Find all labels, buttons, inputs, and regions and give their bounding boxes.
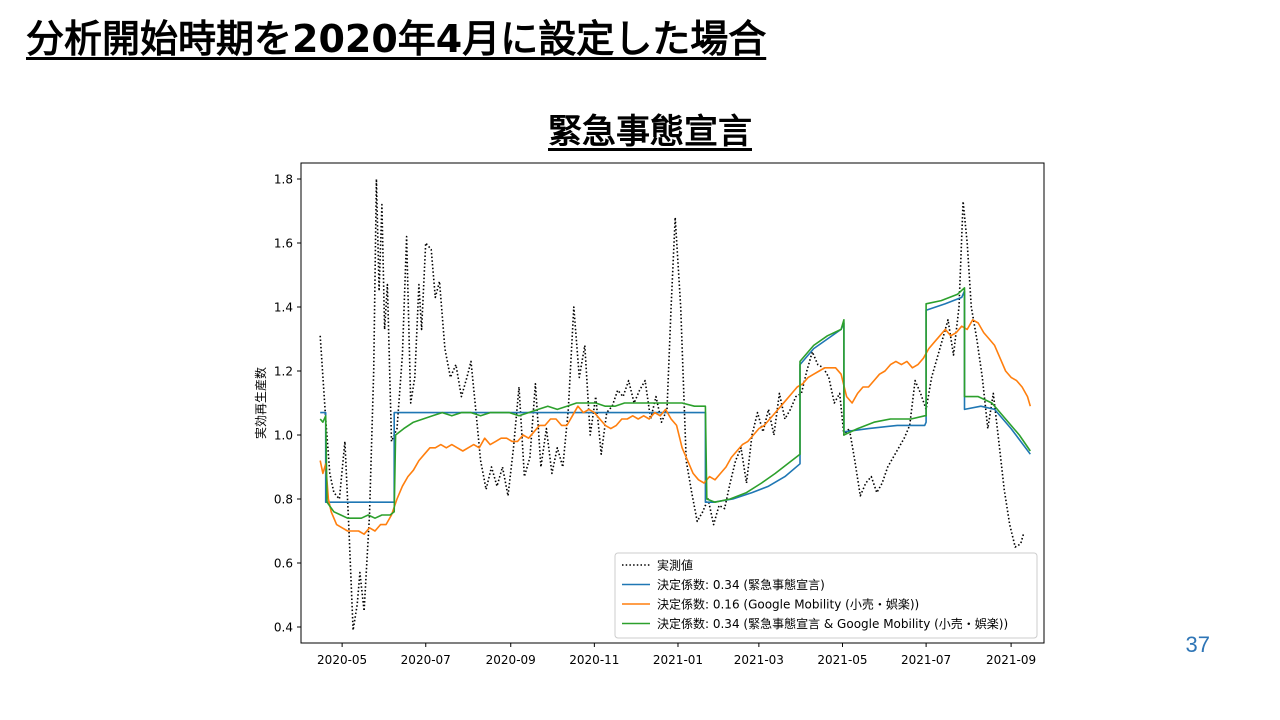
ticks-layer: 2020-05 2020-07 2020-09 2020-11 2021-01 2021-… — [274, 173, 1036, 668]
series-line-1 — [320, 290, 1031, 503]
legend-label: 実測値 — [657, 558, 693, 573]
x-tick-label: 2020-11 — [569, 653, 619, 667]
y-tick-label: 1.6 — [274, 237, 293, 251]
y-tick-label: 1.2 — [274, 365, 293, 379]
x-tick-label: 2020-07 — [401, 653, 451, 667]
x-tick-label: 2021-05 — [817, 653, 867, 667]
legend-label: 決定係数: 0.16 (Google Mobility (小売・娯楽)) — [657, 597, 919, 612]
series-line-0 — [319, 178, 1025, 631]
y-tick-label: 1.0 — [274, 429, 293, 443]
y-tick-label: 0.6 — [274, 557, 293, 571]
y-tick-label: 0.4 — [274, 621, 293, 635]
slide-title: 分析開始時期を2020年4月に設定した場合 — [26, 17, 767, 61]
y-tick-label: 0.8 — [274, 493, 293, 507]
chart-title: 緊急事態宣言 — [548, 112, 752, 152]
y-axis-label: 実効再生産数 — [253, 367, 268, 439]
series-line-2 — [319, 319, 1032, 535]
x-tick-label: 2020-09 — [486, 653, 536, 667]
legend-label: 決定係数: 0.34 (緊急事態宣言) — [657, 577, 825, 592]
series-layer — [319, 178, 1032, 631]
page-number: 37 — [1185, 632, 1210, 657]
axes-frame — [300, 162, 1045, 644]
series-line-3 — [319, 287, 1031, 519]
x-tick-label: 2021-03 — [734, 653, 784, 667]
legend-label: 決定係数: 0.34 (緊急事態宣言 & Google Mobility (小売… — [657, 616, 1008, 631]
x-tick-label: 2020-05 — [317, 653, 367, 667]
x-tick-label: 2021-07 — [901, 653, 951, 667]
x-tick-label: 2021-09 — [986, 653, 1036, 667]
y-tick-label: 1.8 — [274, 173, 293, 187]
y-tick-label: 1.4 — [274, 301, 293, 315]
x-tick-label: 2021-01 — [653, 653, 703, 667]
legend-box — [614, 552, 1038, 639]
